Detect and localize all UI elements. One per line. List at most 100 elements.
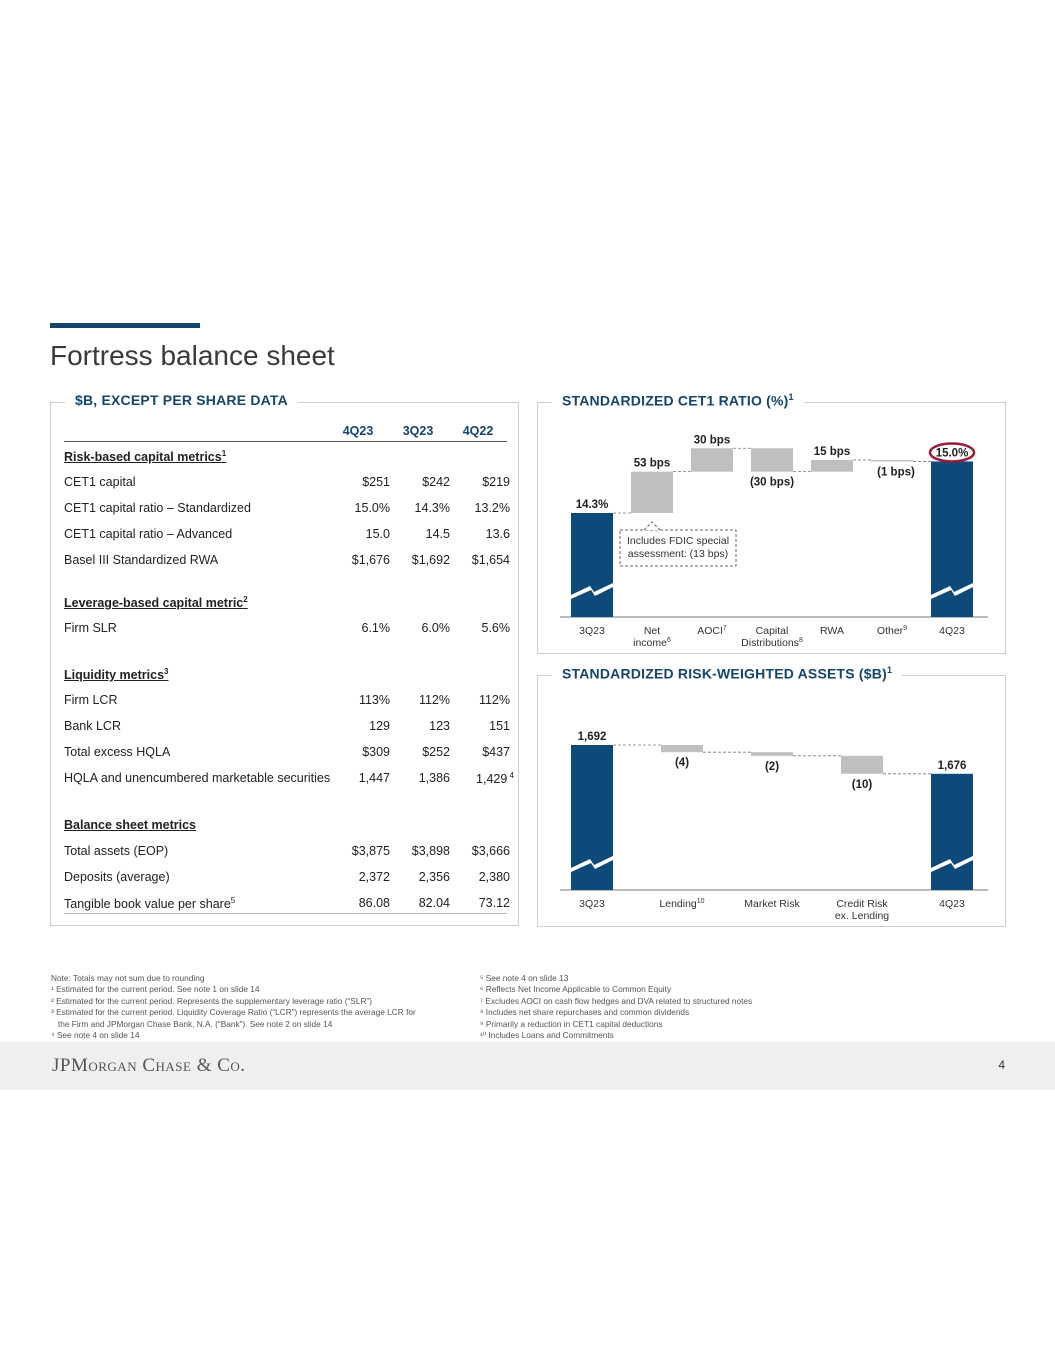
row-label: Basel III Standardized RWA [64, 553, 219, 567]
cet1-waterfall-chart: 14.3% 53 bps 30 bps (30 bps) 15 bps (1 bps) 15… [560, 434, 988, 649]
footnotes-left: Note: Totals may not sum due to rounding… [51, 973, 471, 1041]
cell-value: 13.2% [474, 501, 510, 515]
data-label-delta: 15 bps [814, 446, 850, 458]
data-label-delta: (10) [852, 779, 873, 791]
rwa-chart-panel: STANDARDIZED RISK-WEIGHTED ASSETS ($B)1 … [537, 665, 1006, 927]
section-heading: Risk-based capital metrics1 [64, 449, 227, 465]
x-tick-label: Credit Risk [836, 898, 888, 910]
cell-value: 6.1% [361, 621, 391, 635]
table-row: Basel III Standardized RWA $1,676 $1,692 $1… [64, 553, 510, 573]
company-logo: JPMorgan Chase & Co. [52, 1055, 246, 1077]
data-label-delta: 30 bps [694, 434, 730, 446]
bar-4q23 [931, 773, 973, 890]
data-label-delta: (4) [675, 757, 689, 769]
row-label: Firm LCR [64, 693, 118, 707]
section-heading: Leverage-based capital metric2 [64, 595, 248, 611]
page-number: 4 [998, 1058, 1005, 1072]
table-bottom-rule [64, 913, 507, 914]
table-row: CET1 capital ratio – Standardized 15.0% 14… [64, 501, 510, 521]
title-accent-bar [50, 323, 200, 328]
table-row: CET1 capital $251 $242 $219 [64, 475, 510, 495]
x-tick-label: AOCI7 [697, 625, 727, 637]
cell-value: 15.0% [354, 501, 390, 515]
left-footnote: ² Estimated for the current period. Repr… [51, 995, 372, 1006]
rwa-chart-title-note: 1 [886, 665, 893, 675]
cell-value: 82.04 [418, 896, 450, 910]
table-row: HQLA and unencumbered marketable securit… [64, 771, 514, 791]
table-header-row: 4Q23 3Q23 4Q22 [64, 424, 510, 444]
cell-value: 1,447 [358, 771, 390, 785]
footnote-marker: 8 [799, 637, 803, 644]
row-label: CET1 capital ratio – Advanced [64, 527, 233, 541]
annotation-text: Includes FDIC special [627, 535, 729, 547]
rwa-chart-title-text: STANDARDIZED RISK-WEIGHTED ASSETS ($B) [562, 665, 887, 682]
table-panel-title: $B, EXCEPT PER SHARE DATA [65, 392, 298, 408]
cell-value: 86.08 [358, 896, 390, 910]
bar-3q23 [571, 513, 613, 617]
delta-bar [871, 459, 913, 462]
section-heading-row: Risk-based capital metrics1 [64, 449, 510, 469]
left-footnote: ¹ Estimated for the current period. See … [51, 984, 260, 995]
footer-band [0, 1042, 1055, 1090]
footnote-marker: 6 [667, 637, 671, 644]
x-tick-label: Net [644, 625, 660, 637]
section-heading-row: Liquidity metrics3 [64, 667, 510, 687]
data-label-end: 1,676 [938, 760, 967, 772]
table-row: Bank LCR 129 123 151 [64, 719, 510, 739]
table-row: Total excess HQLA $309 $252 $437 [64, 745, 510, 765]
axis-break-mark [931, 583, 973, 599]
x-tick-label: ex. Lending [835, 910, 889, 922]
footnote-marker: 4 [507, 771, 514, 780]
cell-value: 112% [478, 693, 510, 707]
annotation-text: assessment: (13 bps) [628, 548, 728, 560]
cell-value: 1,386 [418, 771, 450, 785]
axis-break-mark [571, 856, 613, 872]
rwa-waterfall-chart: 1,692 (4) (2) (10) 1,676 3Q23 Lending10 Market … [560, 731, 988, 922]
cell-value: 112% [418, 693, 450, 707]
delta-bar [811, 459, 853, 472]
table-row: CET1 capital ratio – Advanced 15.0 14.5 13.… [64, 527, 510, 547]
row-label: Total excess HQLA [64, 745, 171, 759]
data-label-delta: (30 bps) [750, 477, 794, 489]
cell-value: $1,654 [471, 553, 510, 567]
x-tick-label: Market Risk [744, 898, 800, 910]
x-tick-label: income6 [633, 637, 671, 649]
metrics-table: 4Q23 3Q23 4Q22 Risk-based capital metrics1 C… [64, 403, 514, 923]
data-label-start: 14.3% [576, 499, 609, 511]
cell-value: 2,380 [478, 870, 510, 884]
table-row: Tangible book value per share5 86.08 82.04… [64, 896, 510, 916]
cet1-chart-panel: STANDARDIZED CET1 RATIO (%)1 14.3% 53 bps… [537, 392, 1006, 654]
right-footnote: ¹⁰ Includes Loans and Commitments [480, 1030, 614, 1041]
rwa-chart-title: STANDARDIZED RISK-WEIGHTED ASSETS ($B)1 [552, 665, 903, 682]
row-label: CET1 capital [64, 475, 136, 489]
section-heading-row: Balance sheet metrics [64, 818, 510, 838]
table-row: Firm LCR 113% 112% 112% [64, 693, 510, 713]
footnote-marker: 7 [723, 625, 727, 632]
table-row: Total assets (EOP) $3,875 $3,898 $3,666 [64, 844, 510, 864]
cell-value: 15.0 [365, 527, 390, 541]
table-panel: $B, EXCEPT PER SHARE DATA 4Q23 3Q23 4Q22 Ri… [50, 392, 519, 926]
cell-value: $3,898 [411, 844, 450, 858]
column-header: 4Q22 [462, 424, 494, 438]
data-label-delta: (2) [765, 761, 779, 773]
footnote-marker: 3 [164, 667, 169, 676]
x-tick-label: Lending10 [659, 898, 704, 910]
x-tick-label: 4Q23 [939, 625, 965, 637]
annotation-pointer [643, 521, 661, 531]
cell-value: 129 [369, 719, 390, 733]
cell-value: $1,676 [351, 553, 390, 567]
cell-value: 1,429 4 [476, 771, 514, 787]
cell-value: $242 [422, 475, 450, 489]
table-row: Firm SLR 6.1% 6.0% 5.6% [64, 621, 510, 641]
cell-value: $251 [362, 475, 390, 489]
row-label: Firm SLR [64, 621, 117, 635]
footnote-marker: 2 [243, 595, 248, 604]
cell-value: 151 [489, 719, 510, 733]
cet1-chart-title-text: STANDARDIZED CET1 RATIO (%) [562, 392, 789, 409]
right-footnote: ⁹ Primarily a reduction in CET1 capital … [480, 1018, 663, 1029]
data-label-delta: (1 bps) [877, 466, 915, 478]
cell-value: 6.0% [421, 621, 451, 635]
axis-break-mark [571, 583, 613, 599]
annotation-box [619, 529, 737, 567]
row-label: Bank LCR [64, 719, 121, 733]
